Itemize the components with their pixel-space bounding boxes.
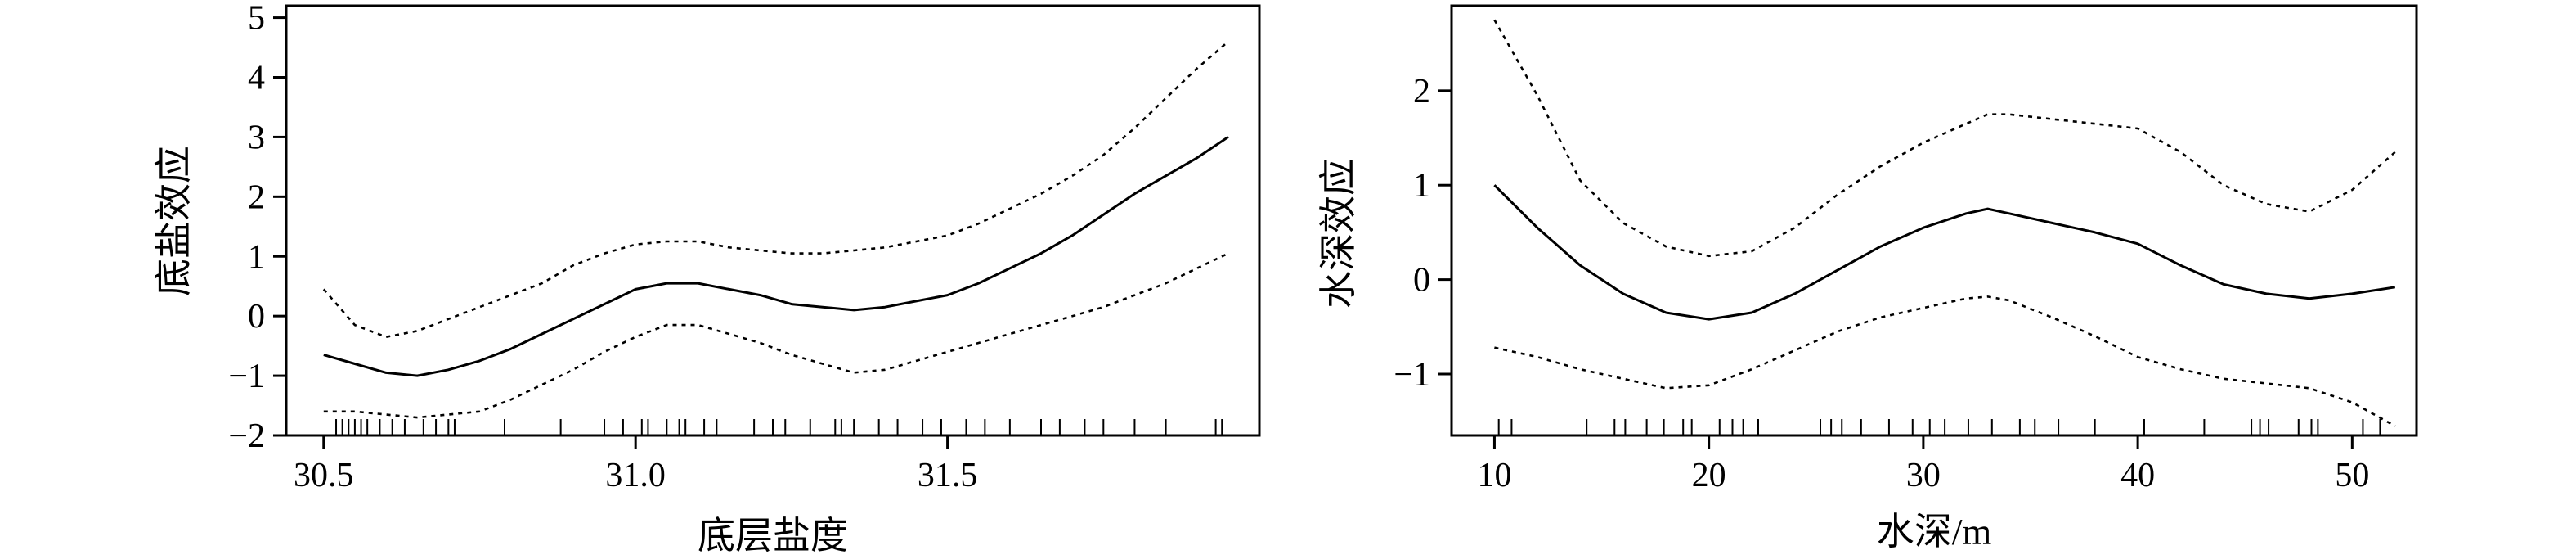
salinity-y-tick-label: 1 [248, 238, 265, 276]
depth-y-tick-label: −1 [1393, 356, 1430, 394]
depth-lower-line [1494, 295, 2396, 427]
salinity-x-tick-label: 31.5 [918, 457, 978, 494]
depth-x-tick-label: 50 [2335, 457, 2369, 494]
depth-plot-frame [1450, 4, 2418, 437]
salinity-fit-line [323, 136, 1229, 377]
depth-effect-panel: 水深/m 水深效应 10 20 30 40 50 −1 0 1 2 [1317, 4, 2418, 552]
salinity-plot-frame [285, 4, 1261, 437]
salinity-y-tick-label: 5 [248, 0, 265, 38]
depth-ticks: 10 20 30 40 50 −1 0 1 2 [1393, 73, 2369, 494]
salinity-x-tick-label: 30.5 [294, 457, 354, 494]
salinity-rug [335, 419, 1223, 435]
salinity-effect-panel: 底层盐度 底盐效应 30.5 31.0 31.5 −2 −1 0 1 2 3 4 5 [153, 0, 1261, 557]
salinity-ticks: 30.5 31.0 31.5 −2 −1 0 1 2 3 4 5 [228, 0, 977, 494]
salinity-curves [322, 40, 1229, 419]
depth-fit-line [1493, 184, 2396, 321]
salinity-x-axis-title: 底层盐度 [698, 515, 848, 557]
salinity-y-tick-label: 0 [248, 298, 265, 336]
salinity-x-tick-label: 31.0 [605, 457, 666, 494]
salinity-y-tick-label: 2 [248, 178, 265, 216]
depth-x-tick-label: 10 [1477, 457, 1511, 494]
depth-y-tick-label: 1 [1413, 167, 1430, 205]
salinity-upper-line [322, 40, 1229, 339]
depth-y-tick-label: 0 [1413, 262, 1430, 300]
depth-x-axis-title: 水深/m [1877, 511, 1992, 552]
salinity-y-tick-label: 4 [248, 60, 265, 97]
salinity-y-tick-label: 3 [248, 119, 265, 156]
depth-curves [1493, 19, 2396, 427]
salinity-y-tick-label: −2 [228, 417, 265, 455]
depth-x-tick-label: 20 [1692, 457, 1726, 494]
salinity-y-tick-label: −1 [228, 358, 265, 395]
salinity-lower-line [323, 252, 1229, 419]
depth-x-tick-label: 30 [1906, 457, 1941, 494]
depth-y-tick-label: 2 [1413, 73, 1430, 110]
depth-upper-line [1493, 19, 2396, 258]
depth-x-tick-label: 40 [2120, 457, 2155, 494]
depth-y-axis-title: 水深效应 [1317, 158, 1359, 309]
salinity-y-axis-title: 底盐效应 [153, 146, 195, 296]
depth-rug [1497, 419, 2381, 435]
